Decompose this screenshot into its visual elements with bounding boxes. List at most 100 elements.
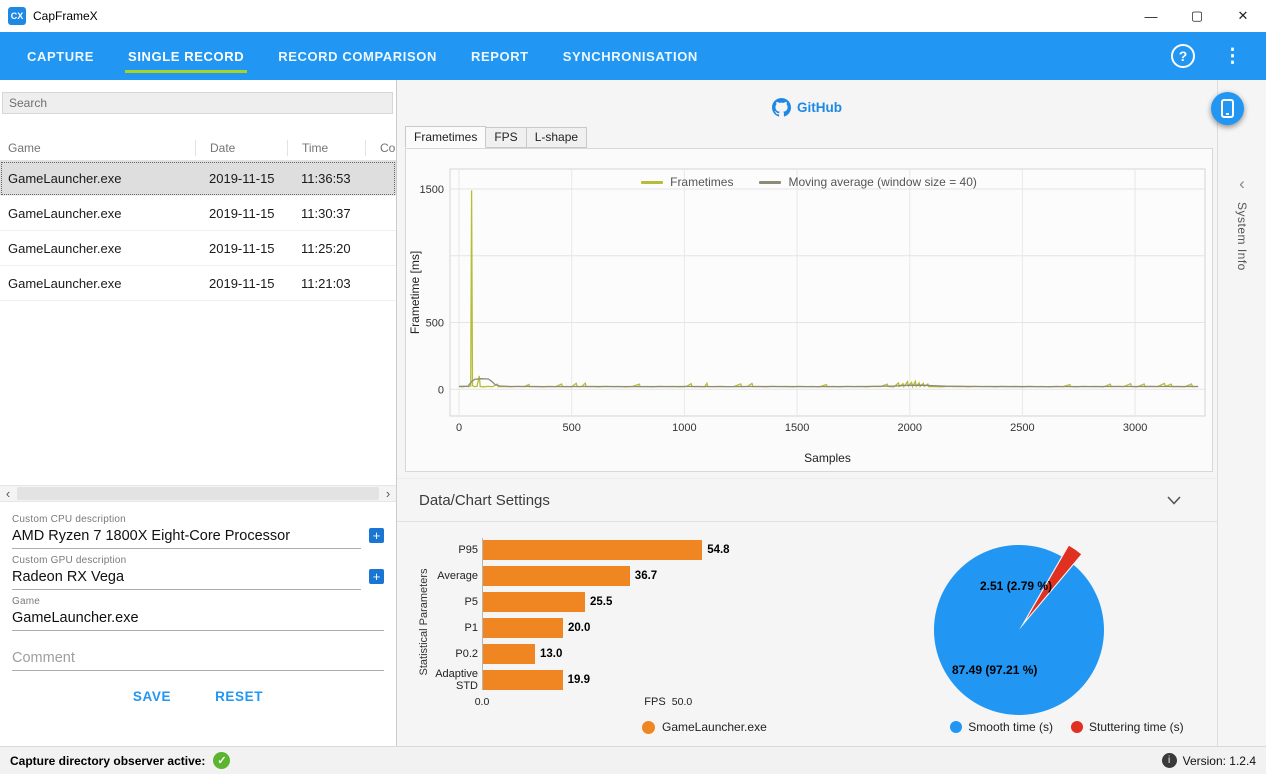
svg-text:1500: 1500	[785, 422, 809, 434]
check-icon: ✓	[213, 752, 231, 769]
cpu-add-button[interactable]: +	[369, 528, 384, 543]
system-info-strip: ‹ System Info	[1217, 80, 1266, 746]
chart-tabs: Frametimes FPS L-shape	[405, 126, 588, 148]
main-nav: CAPTURE SINGLE RECORD RECORD COMPARISON …	[0, 32, 1266, 80]
column-header-comment[interactable]: Co	[365, 139, 396, 156]
game-field[interactable]	[12, 607, 384, 631]
system-info-fab[interactable]	[1211, 92, 1244, 125]
info-icon[interactable]: i	[1161, 753, 1177, 768]
cell-date: 2019-11-15	[209, 240, 275, 256]
record-table-body: GameLauncher.exe 2019-11-15 11:36:53 GameLa…	[0, 161, 396, 301]
cell-game: GameLauncher.exe	[8, 275, 122, 291]
cell-time: 11:36:53	[301, 170, 351, 186]
tab-single-record[interactable]: SINGLE RECORD	[111, 32, 261, 80]
bar-chart-legend: GameLauncher.exe	[642, 720, 767, 734]
scrollbar-thumb[interactable]	[17, 487, 379, 500]
bar-row: P1 20.0	[465, 618, 842, 638]
cell-game: GameLauncher.exe	[8, 170, 122, 186]
version-text: Version: 1.2.4	[1182, 753, 1256, 768]
bar-fill	[483, 644, 535, 664]
tab-report[interactable]: REPORT	[470, 48, 529, 64]
column-header-time[interactable]: Time	[287, 139, 365, 156]
frametimes-line-swatch	[641, 180, 664, 184]
comment-field[interactable]	[12, 647, 384, 671]
column-header-game[interactable]: Game	[8, 140, 41, 155]
table-row[interactable]: GameLauncher.exe 2019-11-15 11:30:37	[0, 196, 396, 231]
save-button[interactable]: SAVE	[132, 689, 172, 704]
horizontal-scrollbar[interactable]: ‹ ›	[0, 485, 396, 502]
bar-category-label: Adaptive STD	[435, 668, 478, 692]
table-row[interactable]: GameLauncher.exe 2019-11-15 11:21:03	[0, 266, 396, 301]
cpu-description-field[interactable]	[12, 525, 361, 549]
main-content: GitHub Frametimes FPS L-shape Frametimes…	[397, 80, 1217, 746]
table-row[interactable]: GameLauncher.exe 2019-11-15 11:25:20	[0, 231, 396, 266]
chart-tab-fps[interactable]: FPS	[485, 127, 527, 148]
chart-tab-lshape[interactable]: L-shape	[525, 127, 588, 148]
tab-record-comparison[interactable]: RECORD COMPARISON	[278, 48, 437, 64]
record-details-form: Custom CPU description + Custom GPU desc…	[0, 508, 396, 704]
stuttering-pie-chart: 2.51 (2.79 %) 87.49 (97.21 %)	[918, 529, 1120, 731]
bar-row: Adaptive STD 19.9	[435, 668, 842, 692]
bar-fill	[483, 670, 563, 690]
gpu-add-button[interactable]: +	[369, 569, 384, 584]
expand-left-icon[interactable]: ‹	[1239, 174, 1245, 193]
pie-legend-stuttering: Stuttering time (s)	[1070, 720, 1184, 734]
maximize-button[interactable]: ▢	[1190, 8, 1204, 23]
bar-legend-label: GameLauncher.exe	[662, 720, 767, 734]
reset-button[interactable]: RESET	[215, 689, 264, 704]
gpu-description-label: Custom GPU description	[12, 555, 127, 566]
svg-text:500: 500	[426, 318, 444, 330]
help-icon[interactable]: ?	[1171, 44, 1195, 68]
bar-category-label: P5	[464, 596, 478, 608]
bar-row: P0.2 13.0	[455, 644, 842, 664]
bar-fill	[483, 540, 703, 560]
window-title: CapFrameX	[33, 9, 98, 23]
bar-value-label: 19.9	[567, 674, 590, 686]
pie-legend-smooth: Smooth time (s)	[950, 720, 1053, 734]
table-row[interactable]: GameLauncher.exe 2019-11-15 11:36:53	[0, 161, 396, 196]
overflow-menu-icon[interactable]: ⋮	[1223, 45, 1242, 67]
xtick-0: 0.0	[474, 696, 490, 708]
bar-chart-xlabel: FPS	[644, 696, 666, 708]
scroll-left-icon[interactable]: ‹	[5, 486, 11, 501]
status-bar: Capture directory observer active: ✓ i V…	[0, 746, 1266, 774]
bar-value-label: 20.0	[568, 622, 591, 634]
system-info-tab[interactable]: System Info	[1235, 202, 1249, 271]
close-button[interactable]: ✕	[1237, 8, 1249, 23]
chevron-down-icon[interactable]	[1167, 495, 1181, 505]
record-table-header: Game Date Time Co	[0, 135, 396, 161]
bar-chart-rows: P95 54.8 Average 36.7 P5 25.5 P1 20.0 P0.2 13.0 Ad…	[435, 538, 842, 692]
svg-text:3000: 3000	[1123, 422, 1147, 434]
bar-row: Average 36.7	[437, 566, 842, 586]
record-list-panel: Game Date Time Co GameLauncher.exe 2019-1…	[0, 80, 397, 746]
bar-row: P5 25.5	[465, 592, 842, 612]
gpu-description-field[interactable]	[12, 566, 361, 590]
bar-category-label: P0.2	[455, 648, 478, 660]
column-header-date[interactable]: Date	[195, 139, 287, 156]
pie-plot	[918, 529, 1120, 731]
github-label: GitHub	[797, 100, 842, 115]
search-input[interactable]	[2, 92, 393, 114]
bar-category-label: P1	[464, 622, 478, 634]
bar-value-label: 54.8	[707, 544, 730, 556]
legend-item-moving-average: Moving average (window size = 40)	[759, 175, 977, 189]
github-link[interactable]: GitHub	[772, 98, 842, 117]
fps-bar-chart: Statistical Parameters P95 54.8 Average 36.…	[412, 538, 842, 712]
observer-status-text: Capture directory observer active:	[10, 753, 206, 768]
pie-chart-legend: Smooth time (s) Stuttering time (s)	[917, 720, 1217, 734]
chart-tab-frametimes[interactable]: Frametimes	[405, 126, 487, 148]
xtick-50: 50.0	[671, 696, 693, 708]
tab-capture[interactable]: CAPTURE	[27, 48, 95, 64]
title-bar: CX CapFrameX — ▢ ✕	[0, 0, 1266, 32]
cpu-description-label: Custom CPU description	[12, 514, 126, 525]
bar-value-label: 25.5	[590, 596, 613, 608]
pie-label-smooth: 87.49 (97.21 %)	[952, 663, 1038, 677]
scroll-right-icon[interactable]: ›	[385, 486, 391, 501]
active-tab-underline	[125, 70, 248, 73]
data-chart-settings-header[interactable]: Data/Chart Settings	[397, 478, 1217, 522]
tab-synchronisation[interactable]: SYNCHRONISATION	[562, 48, 698, 64]
minimize-button[interactable]: —	[1144, 8, 1158, 24]
pie-label-stuttering: 2.51 (2.79 %)	[980, 579, 1053, 593]
svg-text:1500: 1500	[420, 184, 444, 196]
game-label: Game	[12, 596, 41, 607]
